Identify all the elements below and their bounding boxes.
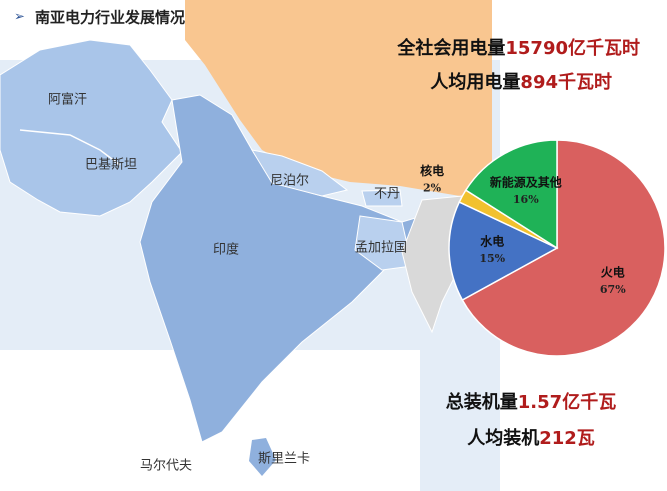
border xyxy=(19,129,121,166)
stat-line: 总装机量1.57亿千瓦 xyxy=(446,391,616,413)
pie-slice xyxy=(448,201,559,302)
slice-label: 新能源及其他 xyxy=(490,175,562,190)
slice-label: 火电 xyxy=(601,264,625,279)
stat-value: 894千瓦时 xyxy=(520,72,612,93)
bullet: ➢ xyxy=(14,10,25,25)
slice-value-label: 15% xyxy=(479,252,505,265)
sri-lanka xyxy=(249,438,276,476)
stat-line: 人均用电量894千瓦时 xyxy=(430,71,612,93)
bhutan xyxy=(361,189,403,207)
stat-label: 人均用电量 xyxy=(430,71,520,93)
pie-slice xyxy=(461,139,666,357)
map-label: 巴基斯坦 xyxy=(85,158,137,173)
map-label: 阿富汗 xyxy=(48,92,87,108)
pie-slice xyxy=(464,139,558,250)
bangladesh xyxy=(354,215,413,271)
map-label: 不丹 xyxy=(374,187,400,202)
stat-line: 人均装机212瓦 xyxy=(467,427,595,449)
map-label: 马尔代夫 xyxy=(140,459,192,474)
nepal xyxy=(250,149,349,197)
stat-label: 全社会用电量 xyxy=(396,37,505,59)
map-label: 孟加拉国 xyxy=(355,241,407,256)
stat-value: 1.57亿千瓦 xyxy=(518,391,616,413)
stat-value: 15790亿千瓦时 xyxy=(505,37,640,59)
stat-value: 212瓦 xyxy=(539,428,595,449)
stat-label: 人均装机 xyxy=(467,427,539,449)
slice-label: 水电 xyxy=(480,234,504,249)
stat-label: 总装机量 xyxy=(446,391,518,413)
afghanistan-pakistan xyxy=(0,39,183,217)
slice-value-label: 2% xyxy=(423,181,442,194)
stat-line: 全社会用电量15790亿千瓦时 xyxy=(396,37,640,59)
china xyxy=(185,0,492,196)
slice-label: 核电 xyxy=(420,163,444,178)
map-label: 印度 xyxy=(213,242,239,258)
slice-value-label: 67% xyxy=(600,283,626,296)
map-label: 尼泊尔 xyxy=(270,174,309,189)
slide-title: 南亚电力行业发展情况 xyxy=(35,9,185,27)
slice-value-label: 16% xyxy=(513,193,539,206)
pie-chart: 火电 67% 水电 15% 核电 2% 新能源及其他 16% xyxy=(420,139,666,357)
map-label: 斯里兰卡 xyxy=(258,452,310,467)
